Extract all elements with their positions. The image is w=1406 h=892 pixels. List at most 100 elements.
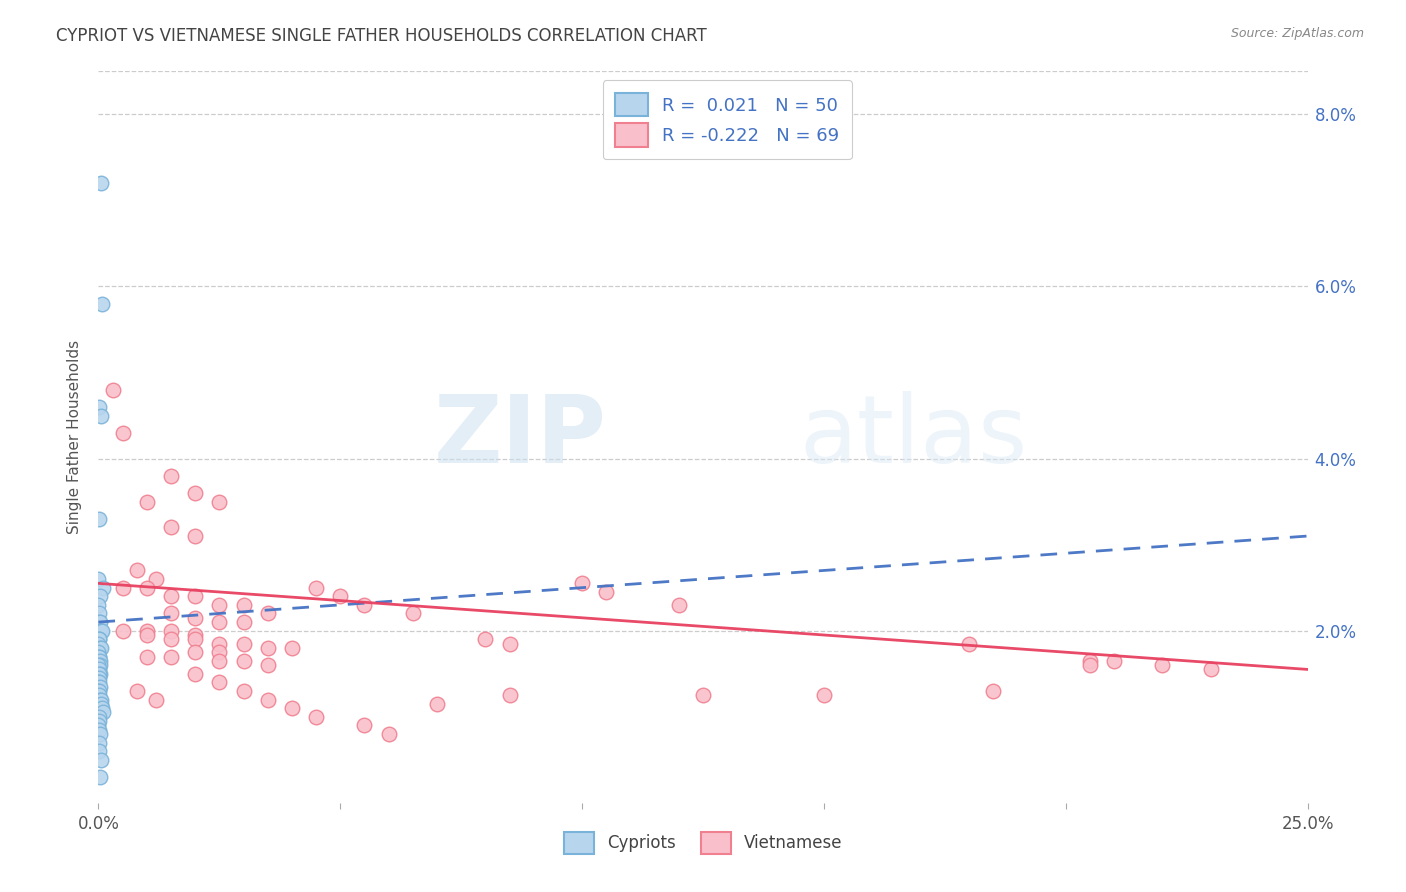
Point: [89, 400, 111, 414]
Point: [184, 589, 207, 603]
Point: [135, 494, 157, 508]
Point: [498, 637, 520, 651]
Point: [1078, 658, 1101, 673]
Point: [90, 409, 112, 423]
Point: [256, 692, 278, 706]
Point: [145, 572, 167, 586]
Point: [91, 706, 114, 720]
Point: [89, 680, 111, 694]
Point: [208, 598, 231, 612]
Point: [89, 727, 111, 741]
Point: [377, 727, 399, 741]
Y-axis label: Single Father Households: Single Father Households: [67, 340, 83, 534]
Point: [595, 585, 617, 599]
Point: [160, 589, 183, 603]
Point: [89, 624, 111, 638]
Point: [1078, 654, 1101, 668]
Legend: Cypriots, Vietnamese: Cypriots, Vietnamese: [557, 826, 849, 860]
Point: [1102, 654, 1125, 668]
Point: [184, 666, 207, 681]
Point: [87, 714, 110, 728]
Point: [89, 666, 111, 681]
Point: [208, 645, 231, 659]
Point: [87, 572, 110, 586]
Point: [87, 632, 110, 647]
Point: [127, 564, 149, 578]
Point: [87, 649, 110, 664]
Point: [498, 688, 520, 702]
Point: [232, 684, 254, 698]
Point: [402, 607, 425, 621]
Point: [981, 684, 1004, 698]
Point: [232, 615, 254, 629]
Point: [353, 598, 375, 612]
Point: [135, 624, 157, 638]
Point: [89, 658, 111, 673]
Point: [256, 640, 278, 655]
Point: [208, 637, 231, 651]
Point: [90, 697, 112, 711]
Point: [668, 598, 690, 612]
Point: [256, 658, 278, 673]
Point: [89, 640, 111, 655]
Point: [135, 628, 157, 642]
Point: [89, 770, 111, 784]
Point: [87, 598, 110, 612]
Point: [89, 615, 111, 629]
Point: [184, 632, 207, 647]
Point: [184, 645, 207, 659]
Point: [329, 589, 352, 603]
Point: [232, 654, 254, 668]
Point: [281, 701, 304, 715]
Point: [305, 710, 328, 724]
Point: [89, 671, 111, 685]
Point: [426, 697, 449, 711]
Point: [813, 688, 835, 702]
Point: [89, 692, 111, 706]
Point: [87, 710, 110, 724]
Point: [90, 753, 112, 767]
Point: [89, 589, 111, 603]
Point: [101, 383, 124, 397]
Point: [692, 688, 714, 702]
Point: [184, 628, 207, 642]
Point: [111, 425, 134, 440]
Point: [87, 512, 110, 526]
Point: [89, 632, 111, 647]
Point: [90, 176, 112, 190]
Point: [87, 675, 110, 690]
Point: [160, 624, 183, 638]
Point: [135, 581, 157, 595]
Point: [89, 662, 111, 676]
Text: Source: ZipAtlas.com: Source: ZipAtlas.com: [1230, 27, 1364, 40]
Point: [160, 468, 183, 483]
Point: [145, 692, 167, 706]
Point: [89, 723, 111, 737]
Point: [90, 692, 112, 706]
Point: [160, 649, 183, 664]
Point: [87, 607, 110, 621]
Point: [474, 632, 496, 647]
Point: [89, 654, 111, 668]
Point: [89, 688, 111, 702]
Point: [135, 649, 157, 664]
Point: [1199, 662, 1222, 676]
Point: [90, 640, 112, 655]
Point: [256, 607, 278, 621]
Point: [160, 632, 183, 647]
Point: [87, 666, 110, 681]
Point: [232, 637, 254, 651]
Point: [160, 520, 183, 534]
Point: [91, 581, 114, 595]
Text: CYPRIOT VS VIETNAMESE SINGLE FATHER HOUSEHOLDS CORRELATION CHART: CYPRIOT VS VIETNAMESE SINGLE FATHER HOUS…: [56, 27, 707, 45]
Point: [208, 494, 231, 508]
Point: [87, 645, 110, 659]
Point: [184, 611, 207, 625]
Point: [127, 684, 149, 698]
Point: [957, 637, 980, 651]
Text: atlas: atlas: [800, 391, 1028, 483]
Point: [87, 744, 110, 758]
Point: [89, 615, 111, 629]
Point: [87, 658, 110, 673]
Point: [87, 718, 110, 732]
